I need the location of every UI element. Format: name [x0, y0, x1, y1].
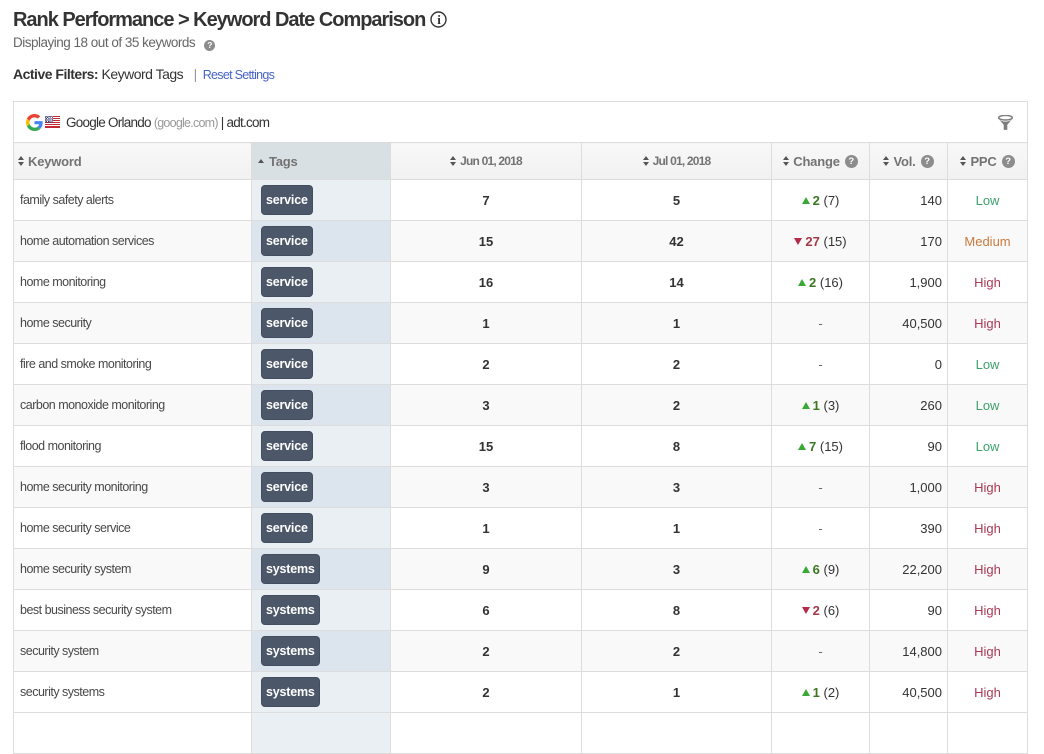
svg-text:i: i	[438, 12, 442, 27]
